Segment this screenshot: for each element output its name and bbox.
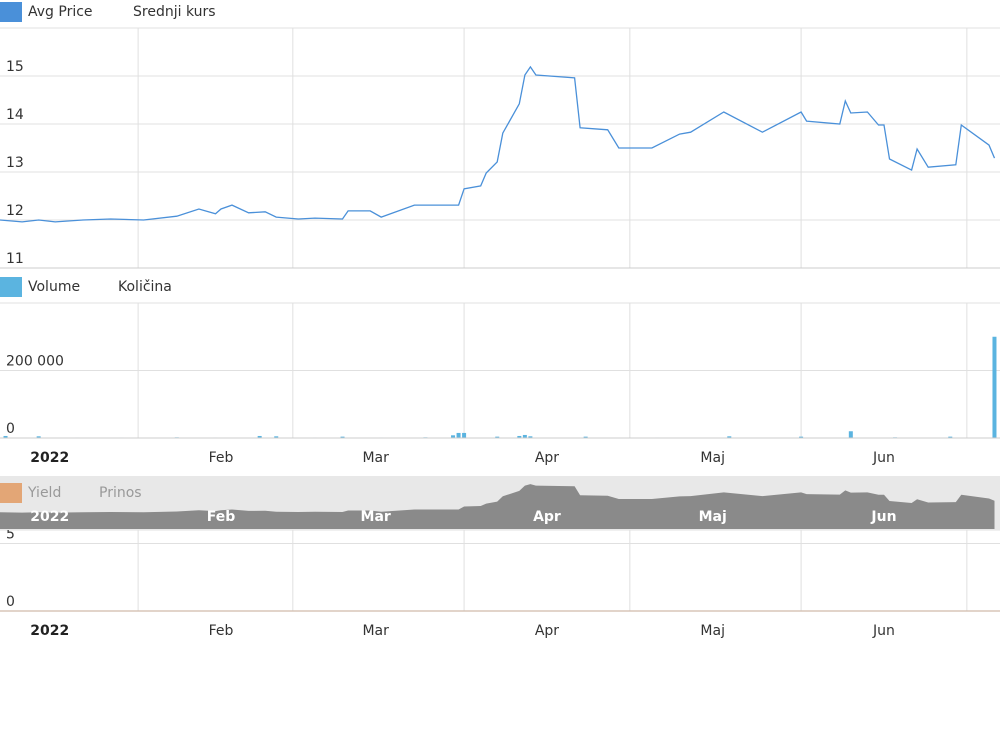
volume-bar [799, 436, 804, 438]
y-tick-label: 0 [6, 594, 15, 610]
legend-swatch[interactable] [0, 483, 22, 503]
y-tick-label: 200 000 [6, 354, 64, 370]
x-tick-label: Feb [209, 450, 234, 466]
navigator-label: Feb [207, 509, 236, 525]
volume-bar [948, 436, 953, 438]
volume-bar [848, 431, 853, 438]
y-tick-label: 15 [6, 59, 24, 75]
x-tick-label: Apr [535, 623, 559, 639]
x-tick-label: Apr [535, 450, 559, 466]
navigator-label: Mar [361, 509, 391, 525]
legend-swatch[interactable] [0, 277, 22, 297]
legend-swatch[interactable] [0, 2, 22, 22]
x-tick-label: Maj [700, 450, 725, 466]
y-tick-label: 0 [6, 421, 15, 437]
navigator-area [0, 484, 995, 529]
volume-bar [462, 432, 467, 438]
volume-bar [528, 436, 533, 438]
x-tick-label: Mar [362, 623, 389, 639]
volume-bar [257, 435, 262, 438]
x-tick-label: Mar [362, 450, 389, 466]
volume-bar [456, 432, 461, 438]
legend-label: Količina [118, 279, 172, 295]
volume-bar [3, 435, 8, 438]
navigator-label: Apr [533, 509, 561, 525]
volume-bar [522, 434, 527, 438]
x-tick-label: Maj [700, 623, 725, 639]
x-tick-label: 2022 [30, 623, 69, 639]
volume-bar [495, 436, 500, 438]
legend-label: Prinos [99, 485, 142, 501]
x-tick-label: Jun [872, 450, 895, 466]
y-tick-label: 5 [6, 527, 15, 543]
y-tick-label: 12 [6, 203, 24, 219]
navigator-label: 2022 [30, 509, 69, 525]
volume-bar [36, 436, 41, 438]
series-line [0, 65, 996, 223]
y-tick-label: 11 [6, 251, 24, 267]
y-tick-label: 14 [6, 107, 24, 123]
legend-name[interactable]: Avg Price [28, 4, 93, 20]
volume-bar [274, 436, 279, 438]
y-tick-label: 13 [6, 155, 24, 171]
volume-bar [992, 336, 997, 438]
x-tick-label: Feb [209, 623, 234, 639]
navigator-label: Jun [870, 509, 896, 525]
navigator-label: Maj [699, 509, 727, 525]
legend-name[interactable]: Yield [27, 485, 61, 501]
volume-bar [727, 436, 732, 438]
volume-bar [451, 435, 456, 438]
legend-label: Srednji kurs [133, 4, 216, 20]
x-tick-label: 2022 [30, 450, 69, 466]
volume-bar [583, 436, 588, 438]
volume-bar [340, 436, 345, 438]
legend-name[interactable]: Volume [28, 279, 80, 295]
x-tick-label: Jun [872, 623, 895, 639]
volume-bar [517, 435, 522, 438]
